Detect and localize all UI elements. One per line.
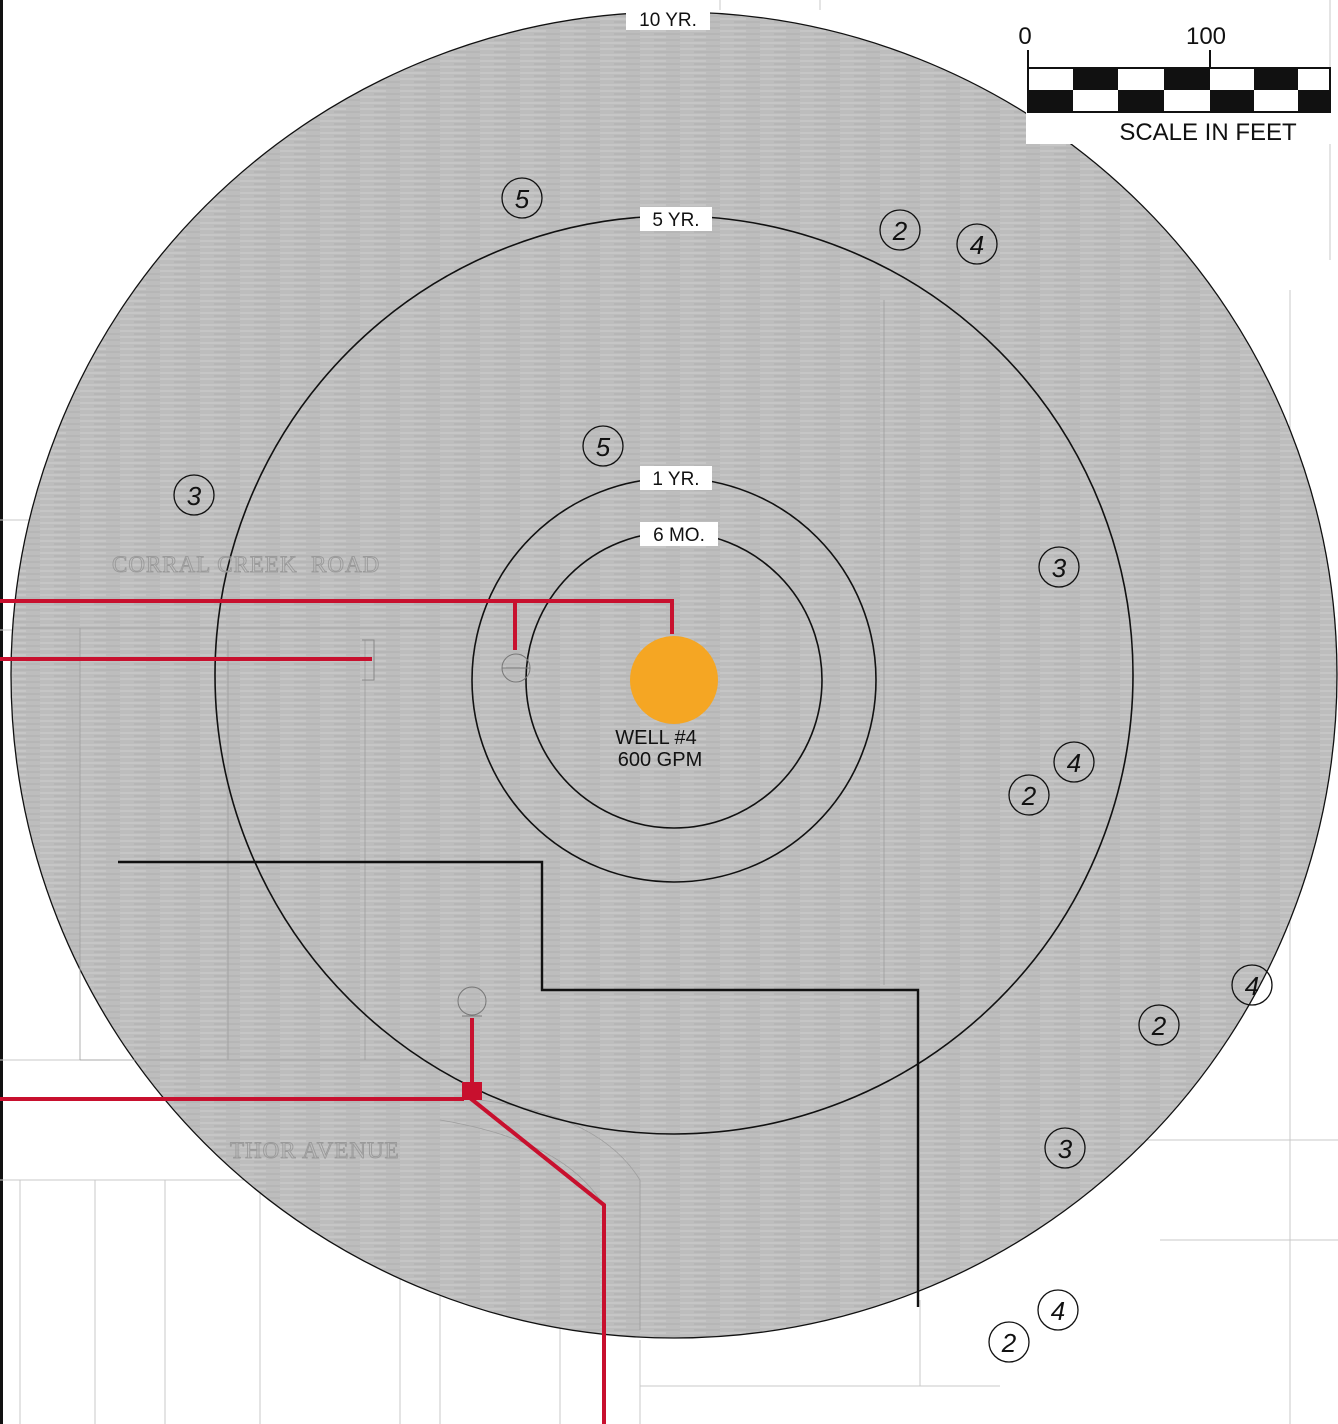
water-main-junction	[462, 1082, 482, 1100]
svg-text:1 YR.: 1 YR.	[652, 469, 699, 490]
ring-label-10yr: 10 YR.	[626, 6, 710, 31]
well-4-symbol[interactable]	[630, 636, 718, 724]
marker-m10[interactable]: 2	[1138, 1004, 1180, 1046]
svg-text:3: 3	[1052, 553, 1067, 583]
marker-m12[interactable]: 4	[1037, 1289, 1079, 1331]
svg-text:4: 4	[1067, 748, 1081, 778]
valve-symbol-north	[501, 653, 531, 683]
water-main-lines	[0, 599, 674, 1424]
marker-m1[interactable]: 5	[501, 177, 543, 219]
svg-text:4: 4	[1051, 1296, 1065, 1326]
marker-m8[interactable]: 2	[1008, 774, 1050, 816]
svg-text:5 YR.: 5 YR.	[652, 210, 699, 231]
svg-text:2: 2	[1151, 1011, 1167, 1041]
svg-text:2: 2	[1021, 781, 1037, 811]
service-boundary-line	[118, 860, 920, 1307]
well-rate: 600 GPM	[618, 749, 702, 771]
scale-caption: SCALE IN FEET	[1119, 119, 1297, 146]
marker-m11[interactable]: 3	[1044, 1127, 1086, 1169]
scale-tick-100: 100	[1186, 23, 1226, 50]
marker-m7[interactable]: 4	[1053, 741, 1095, 783]
marker-m3[interactable]: 4	[956, 223, 998, 265]
road-label-thor-avenue: THOR AVENUE	[230, 1138, 400, 1163]
svg-text:4: 4	[970, 230, 984, 260]
scale-bar: 0 100 SCALE IN FEET	[1018, 23, 1334, 146]
ring-label-1yr: 1 YR.	[640, 466, 712, 490]
marker-m4[interactable]: 5	[582, 425, 624, 467]
svg-text:2: 2	[1001, 1328, 1017, 1358]
ring-label-5yr: 5 YR.	[640, 207, 712, 231]
marker-m9[interactable]: 4	[1231, 964, 1273, 1006]
hydrant-symbol-south	[457, 986, 487, 1017]
svg-text:4: 4	[1245, 971, 1259, 1001]
svg-text:3: 3	[187, 481, 202, 511]
svg-text:5: 5	[515, 184, 530, 214]
dead-end-cap	[362, 639, 375, 681]
interior-lot-lines	[20, 300, 885, 1330]
scale-tick-0: 0	[1018, 23, 1031, 50]
marker-m2[interactable]: 2	[879, 209, 921, 251]
svg-text:5: 5	[596, 432, 611, 462]
well-name: WELL #4	[615, 727, 697, 749]
ring-label-6mo: 6 MO.	[640, 522, 718, 546]
marker-m5[interactable]: 3	[173, 474, 215, 516]
svg-text:3: 3	[1058, 1134, 1073, 1164]
svg-text:10 YR.: 10 YR.	[639, 10, 697, 31]
svg-text:6 MO.: 6 MO.	[653, 525, 705, 546]
marker-m13[interactable]: 2	[988, 1321, 1030, 1363]
marker-m6[interactable]: 3	[1038, 546, 1080, 588]
road-label-corral-creek: CORRAL CREEK ROAD	[112, 552, 380, 577]
svg-text:2: 2	[892, 216, 908, 246]
